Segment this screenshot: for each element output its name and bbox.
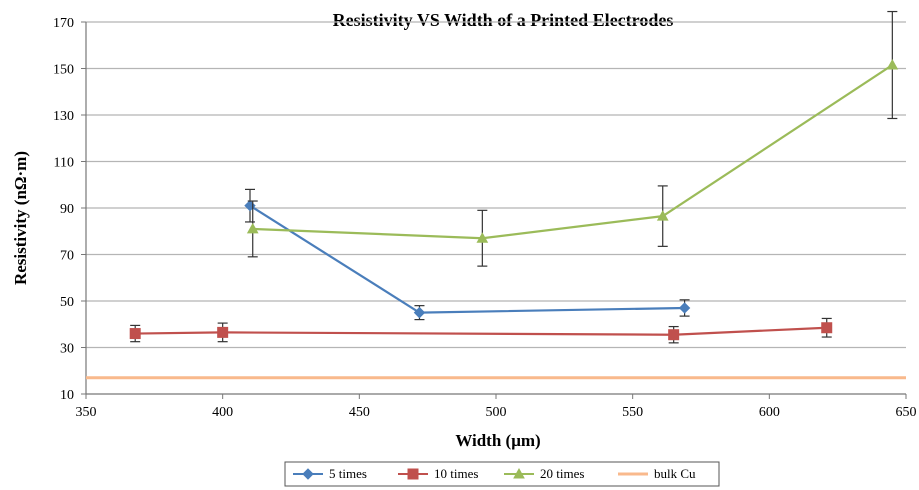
- data-point: [821, 322, 833, 334]
- y-axis-title: Resistivity (nΩ·m): [11, 151, 30, 285]
- legend-label: 5 times: [329, 466, 367, 481]
- y-tick-label: 170: [53, 16, 74, 31]
- series-line: [135, 326, 827, 336]
- grid: [86, 21, 906, 349]
- series-10-times: [129, 317, 833, 344]
- legend: 5 times 10 times 20 times bulk Cu: [284, 461, 720, 487]
- series-line: [252, 64, 893, 240]
- data-point: [476, 232, 489, 243]
- x-tick-label: 500: [486, 405, 507, 420]
- x-tick-label: 650: [896, 405, 917, 420]
- legend-label: 20 times: [540, 466, 584, 481]
- y-tick-label: 130: [53, 109, 74, 124]
- data-point: [678, 302, 691, 314]
- series-20-times: [246, 10, 899, 267]
- x-tick-label: 400: [212, 405, 233, 420]
- legend-label: bulk Cu: [654, 466, 696, 481]
- chart-title: Resistivity VS Width of a Printed Electr…: [333, 10, 674, 30]
- y-tick-label: 90: [60, 202, 74, 217]
- y-tick-label: 110: [54, 156, 74, 171]
- legend-item: bulk Cu: [618, 466, 696, 481]
- series-layer: [86, 10, 906, 380]
- y-tick-label: 150: [53, 63, 74, 78]
- x-tick-label: 350: [76, 405, 97, 420]
- legend-item: 10 times: [398, 466, 478, 481]
- data-point: [668, 329, 680, 341]
- y-tick-label: 70: [60, 249, 74, 264]
- legend-marker: [513, 467, 525, 479]
- x-tick-label: 600: [759, 405, 780, 420]
- legend-marker: [407, 468, 419, 480]
- data-point: [217, 326, 229, 338]
- y-tick-label: 50: [60, 295, 74, 310]
- data-point: [886, 58, 899, 70]
- x-tick-labels: 350 400 450 500 550 600 650: [76, 405, 917, 420]
- legend-item: 5 times: [293, 466, 367, 481]
- data-point: [129, 328, 141, 340]
- y-tick-label: 30: [60, 342, 74, 357]
- y-tick-label: 10: [60, 388, 74, 403]
- x-axis-title: Width (μm): [455, 431, 540, 450]
- data-point: [413, 306, 426, 319]
- legend-label: 10 times: [434, 466, 478, 481]
- x-tick-label: 550: [622, 405, 643, 420]
- data-point: [656, 210, 669, 221]
- y-tick-labels: 10 30 50 70 90 110 130 150 170: [53, 16, 74, 403]
- data-point: [246, 222, 259, 234]
- legend-marker: [302, 468, 314, 480]
- axes: [81, 21, 907, 399]
- legend-item: 20 times: [504, 466, 584, 481]
- x-tick-label: 450: [349, 405, 370, 420]
